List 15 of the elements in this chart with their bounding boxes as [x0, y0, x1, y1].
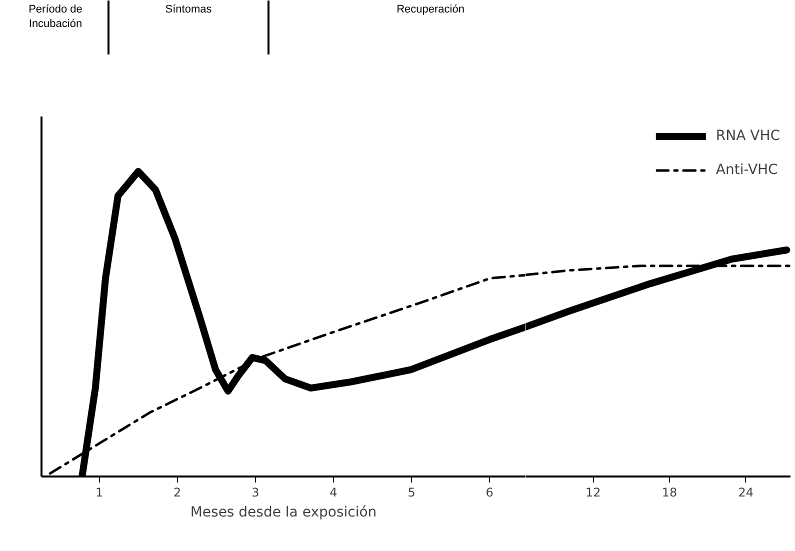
x-axis-title: Meses desde la exposición — [190, 504, 377, 520]
x-tick-label: 4 — [330, 486, 338, 500]
x-tick-label: 1 — [95, 486, 104, 500]
x-tick-label: 5 — [408, 486, 416, 500]
x-tick-label: 12 — [585, 486, 601, 500]
legend-label: RNA VHC — [716, 128, 780, 144]
x-tick-label: 2 — [174, 486, 182, 500]
text: Síntomas — [165, 4, 212, 16]
legend-label: Anti-VHC — [716, 162, 778, 178]
x-tick-label: 18 — [662, 486, 678, 500]
text: Período de Incubación — [28, 4, 82, 30]
x-tick-label: 6 — [486, 486, 494, 500]
x-tick-label: 3 — [252, 486, 260, 500]
text: Recuperación — [396, 4, 464, 16]
x-tick-label: 24 — [738, 486, 754, 500]
